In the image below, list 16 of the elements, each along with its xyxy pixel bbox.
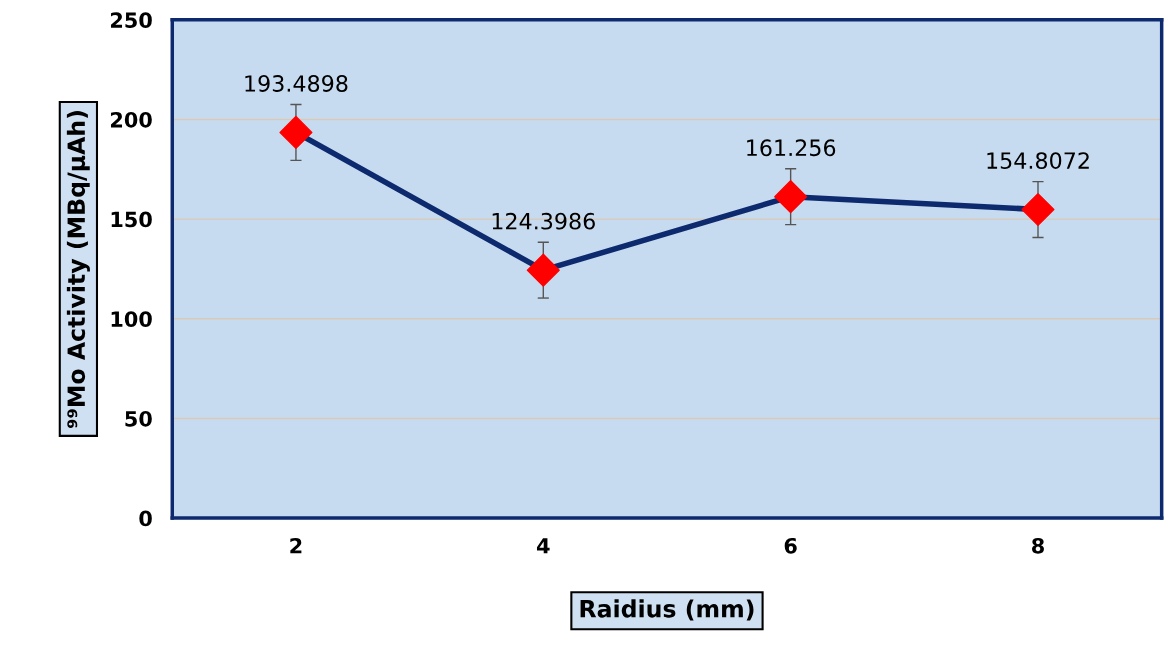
x-tick-label: 2 [290, 537, 302, 554]
data-label: 124.3986 [492, 212, 595, 230]
y-tick-label: 250 [110, 12, 152, 29]
x-tick-label: 6 [784, 537, 797, 554]
y-tick-label: 200 [110, 111, 152, 128]
data-label: 161.256 [747, 139, 836, 157]
y-axis-title: ⁹⁹Mo Activity (MBq/μAh) [66, 111, 90, 429]
y-tick-label: 0 [139, 510, 152, 527]
y-tick-label: 150 [111, 211, 152, 228]
x-tick-label: 8 [1032, 537, 1044, 554]
x-axis-title: Raidius (mm) [580, 599, 754, 621]
data-label: 154.8072 [987, 152, 1089, 169]
y-tick-label: 50 [125, 410, 152, 427]
y-tick-label: 100 [111, 311, 152, 327]
data-label: 193.4898 [245, 75, 348, 92]
x-tick-label: 4 [536, 538, 550, 554]
